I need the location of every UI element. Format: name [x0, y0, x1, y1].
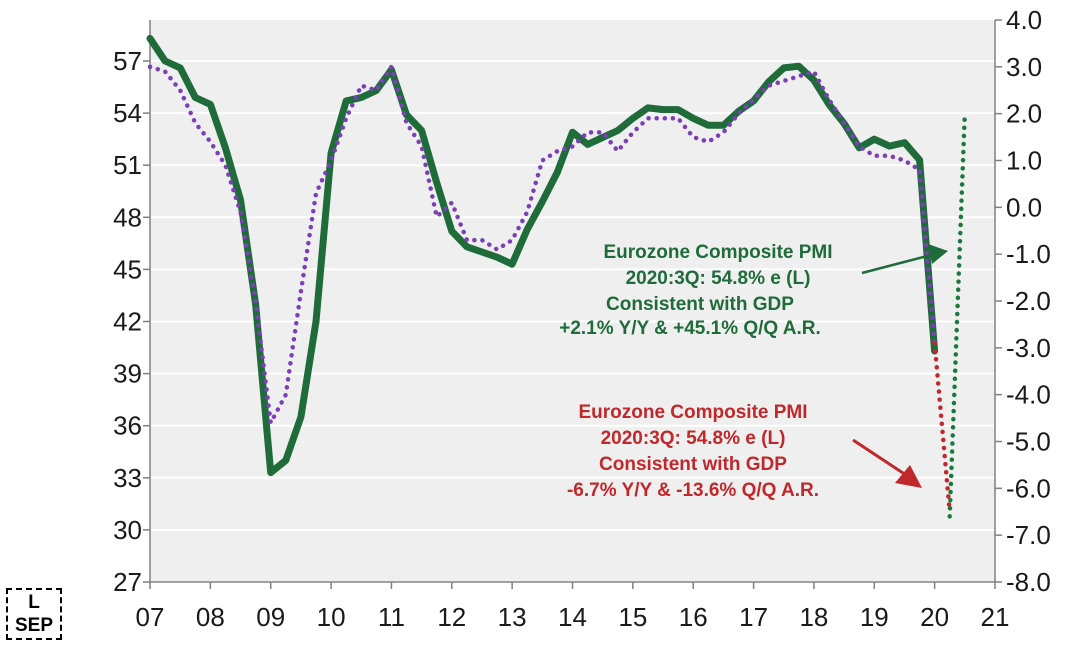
x-tick-label-6: 13 [498, 602, 527, 632]
x-tick-label-11: 18 [799, 602, 828, 632]
corner-label-box: L SEP [6, 588, 62, 640]
right-tick-label-0: -8.0 [1006, 567, 1051, 597]
x-tick-label-10: 17 [739, 602, 768, 632]
right-tick-label-5: -3.0 [1006, 333, 1051, 363]
annotation-red-line3: Consistent with GDP [599, 454, 787, 475]
series-1-line [147, 64, 937, 426]
left-tick-label-2: 33 [113, 463, 142, 493]
x-tick-label-3: 10 [317, 602, 346, 632]
series-2-line [947, 111, 968, 519]
right-tick-label-10: 2.0 [1006, 99, 1042, 129]
annotation-red-line1: Eurozone Composite PMI [578, 402, 807, 423]
annotation-red-line4: -6.7% Y/Y & -13.6% Q/Q A.R. [567, 480, 819, 501]
x-tick-label-14: 21 [981, 602, 1010, 632]
right-tick-label-11: 3.0 [1006, 52, 1042, 82]
annotation-green-line2: 2020:3Q: 54.8% e (L) [626, 268, 811, 289]
right-tick-label-2: -6.0 [1006, 473, 1051, 503]
annotation-green-line4: +2.1% Y/Y & +45.1% Q/Q A.R. [559, 318, 821, 339]
right-tick-label-12: 4.0 [1006, 5, 1042, 35]
left-tick-label-10: 57 [113, 46, 142, 76]
x-tick-label-13: 20 [920, 602, 949, 632]
annotation-red-line2: 2020:3Q: 54.8% e (L) [601, 428, 786, 449]
right-tick-label-3: -5.0 [1006, 427, 1051, 457]
x-tick-label-5: 12 [437, 602, 466, 632]
series-0-line [146, 34, 939, 477]
x-tick-label-1: 08 [196, 602, 225, 632]
annotation-green-line3: Consistent with GDP [606, 294, 794, 315]
series-group [146, 34, 968, 519]
right-tick-label-6: -2.0 [1006, 286, 1051, 316]
left-tick-label-8: 51 [113, 150, 142, 180]
right-tick-label-1: -7.0 [1006, 520, 1051, 550]
annotation-red-arrowhead [895, 465, 922, 488]
left-tick-label-7: 48 [113, 202, 142, 232]
tick-labels: 27 30 33 36 39 42 45 48 51 54 57 -8.0 -7.0 -6.0 -5.0 -4… [113, 5, 1051, 632]
left-tick-label-5: 42 [113, 307, 142, 337]
gridlines [150, 60, 995, 583]
right-tick-label-4: -4.0 [1006, 380, 1051, 410]
annotation-red: Eurozone Composite PMI 2020:3Q: 54.8% e … [567, 402, 922, 501]
x-tick-label-0: 07 [136, 602, 165, 632]
annotation-green-arrowhead [928, 244, 948, 264]
axes [143, 19, 1002, 589]
x-tick-label-8: 15 [618, 602, 647, 632]
x-tick-label-7: 14 [558, 602, 587, 632]
corner-label-top: L [28, 592, 40, 613]
annotation-red-arrow [852, 438, 907, 477]
left-tick-label-9: 54 [113, 98, 142, 128]
right-tick-label-8: 0.0 [1006, 192, 1042, 222]
left-tick-label-0: 27 [113, 567, 142, 597]
annotation-green-line1: Eurozone Composite PMI [603, 242, 832, 263]
annotation-green-arrow [861, 252, 936, 275]
corner-label-bottom: SEP [14, 615, 54, 636]
right-tick-label-9: 1.0 [1006, 146, 1042, 176]
left-tick-label-6: 45 [113, 254, 142, 284]
left-tick-label-3: 36 [113, 411, 142, 441]
x-tick-label-2: 09 [256, 602, 285, 632]
right-tick-label-7: -1.0 [1006, 239, 1051, 269]
x-tick-label-4: 11 [378, 602, 405, 632]
x-tick-label-9: 16 [679, 602, 708, 632]
x-tick-label-12: 19 [860, 602, 889, 632]
left-tick-label-4: 39 [113, 359, 142, 389]
left-tick-label-1: 30 [113, 515, 142, 545]
annotation-green: Eurozone Composite PMI 2020:3Q: 54.8% e … [559, 242, 948, 339]
